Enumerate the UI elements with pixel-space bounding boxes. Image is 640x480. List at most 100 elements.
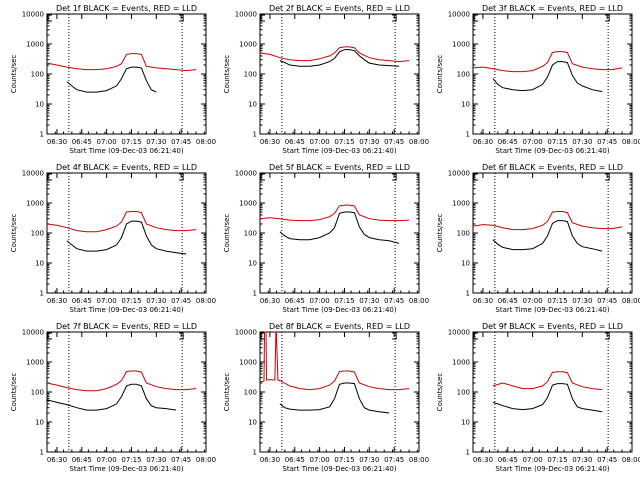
x-tick-label: 07:15 <box>334 456 354 464</box>
y-tick-label: 1000 <box>26 41 44 49</box>
x-tick-label: 07:15 <box>547 456 567 464</box>
x-axis-label: Start Time (09-Dec-03 06:21:40) <box>282 306 396 314</box>
chart-title: Det 2f BLACK = Events, RED = LLD <box>269 4 410 13</box>
x-tick-label: 06:30 <box>260 456 280 464</box>
y-tick-label: 10 <box>35 419 44 427</box>
lld-series-line <box>492 371 603 391</box>
x-tick-label: 07:30 <box>359 138 379 146</box>
y-tick-label: 10000 <box>22 329 44 337</box>
y-tick-label: 1000 <box>26 359 44 367</box>
y-tick-label: 1000 <box>239 41 257 49</box>
chart-title: Det 9f BLACK = Events, RED = LLD <box>482 322 623 331</box>
events-series-line <box>492 383 603 413</box>
events-series-line <box>66 66 157 93</box>
chart-title: Det 6f BLACK = Events, RED = LLD <box>482 163 623 172</box>
x-tick-label: 07:30 <box>572 138 592 146</box>
lld-series-line <box>259 331 410 391</box>
y-tick-label: 10 <box>461 260 470 268</box>
x-tick-label: 08:00 <box>409 297 429 305</box>
y-tick-label: 10000 <box>448 170 470 178</box>
y-tick-label: 1000 <box>452 41 470 49</box>
lld-series-line <box>46 53 197 72</box>
x-tick-label: 08:00 <box>196 138 216 146</box>
y-tick-label: 100 <box>244 230 257 238</box>
y-axis-label: Counts/sec <box>223 373 231 412</box>
range-bracket-icon <box>473 173 478 181</box>
x-tick-label: 07:00 <box>523 297 543 305</box>
x-tick-label: 07:45 <box>384 297 404 305</box>
x-tick-label: 08:00 <box>409 456 429 464</box>
x-tick-label: 07:30 <box>572 297 592 305</box>
y-tick-label: 100 <box>457 389 470 397</box>
y-tick-label: 1 <box>40 290 44 298</box>
y-tick-label: 10 <box>35 101 44 109</box>
x-tick-label: 07:30 <box>359 456 379 464</box>
chart-panel-1: Det 1f BLACK = Events, RED = LLD 1 10 100 10… <box>10 4 216 155</box>
y-tick-label: 1 <box>40 131 44 139</box>
y-tick-label: 1 <box>466 131 470 139</box>
y-tick-label: 1 <box>40 449 44 457</box>
y-tick-label: 10000 <box>448 11 470 19</box>
x-axis-label: Start Time (09-Dec-03 06:21:40) <box>282 465 396 473</box>
x-tick-label: 07:00 <box>97 138 117 146</box>
x-tick-label: 07:30 <box>146 297 166 305</box>
events-series-line <box>66 220 187 255</box>
x-tick-label: 06:45 <box>72 297 92 305</box>
x-tick-label: 08:00 <box>196 456 216 464</box>
x-tick-label: 07:15 <box>334 297 354 305</box>
x-tick-label: 06:30 <box>260 138 280 146</box>
x-tick-label: 07:00 <box>97 456 117 464</box>
y-tick-label: 1 <box>253 290 257 298</box>
events-series-line <box>492 220 603 252</box>
range-bracket-icon <box>260 14 265 22</box>
chart-title: Det 8f BLACK = Events, RED = LLD <box>269 322 410 331</box>
x-tick-label: 06:30 <box>473 456 493 464</box>
y-axis-label: Counts/sec <box>223 55 231 94</box>
y-tick-label: 1000 <box>239 359 257 367</box>
y-tick-label: 100 <box>457 71 470 79</box>
x-tick-label: 07:30 <box>572 456 592 464</box>
x-tick-label: 06:30 <box>260 297 280 305</box>
x-tick-label: 07:15 <box>547 138 567 146</box>
chart-title: Det 3f BLACK = Events, RED = LLD <box>482 4 623 13</box>
x-tick-label: 07:00 <box>310 456 330 464</box>
events-series-line <box>279 211 400 244</box>
x-tick-label: 07:00 <box>310 138 330 146</box>
chart-panel-4: Det 4f BLACK = Events, RED = LLD 1 10 100 10… <box>10 163 216 314</box>
x-tick-label: 06:30 <box>473 297 493 305</box>
lld-series-line <box>259 46 410 63</box>
x-tick-label: 08:00 <box>622 456 640 464</box>
x-tick-label: 08:00 <box>622 297 640 305</box>
x-tick-label: 07:30 <box>359 297 379 305</box>
y-tick-label: 10 <box>248 419 257 427</box>
y-tick-label: 10 <box>35 260 44 268</box>
x-tick-label: 07:15 <box>121 138 141 146</box>
x-tick-label: 06:45 <box>498 297 518 305</box>
x-axis-label: Start Time (09-Dec-03 06:21:40) <box>282 147 396 155</box>
x-tick-label: 06:45 <box>285 456 305 464</box>
events-series-line <box>279 49 400 67</box>
chart-title: Det 5f BLACK = Events, RED = LLD <box>269 163 410 172</box>
x-tick-label: 06:45 <box>498 138 518 146</box>
lld-series-line <box>472 51 623 73</box>
chart-panel-6: Det 6f BLACK = Events, RED = LLD 1 10 100 10… <box>436 163 640 314</box>
y-tick-label: 100 <box>31 389 44 397</box>
x-tick-label: 08:00 <box>196 297 216 305</box>
x-axis-label: Start Time (09-Dec-03 06:21:40) <box>495 465 609 473</box>
x-axis-label: Start Time (09-Dec-03 06:21:40) <box>495 147 609 155</box>
x-tick-label: 07:45 <box>597 297 617 305</box>
y-tick-label: 100 <box>244 389 257 397</box>
x-tick-label: 07:45 <box>384 138 404 146</box>
y-tick-label: 1000 <box>239 200 257 208</box>
x-tick-label: 06:30 <box>473 138 493 146</box>
y-axis-label: Counts/sec <box>10 214 18 253</box>
x-tick-label: 07:30 <box>146 138 166 146</box>
lld-series-line <box>46 370 197 392</box>
y-tick-label: 100 <box>31 71 44 79</box>
x-tick-label: 07:15 <box>121 297 141 305</box>
x-tick-label: 07:00 <box>523 456 543 464</box>
x-axis-label: Start Time (09-Dec-03 06:21:40) <box>69 465 183 473</box>
x-tick-label: 06:45 <box>285 297 305 305</box>
y-axis-label: Counts/sec <box>223 214 231 253</box>
y-tick-label: 10000 <box>235 170 257 178</box>
